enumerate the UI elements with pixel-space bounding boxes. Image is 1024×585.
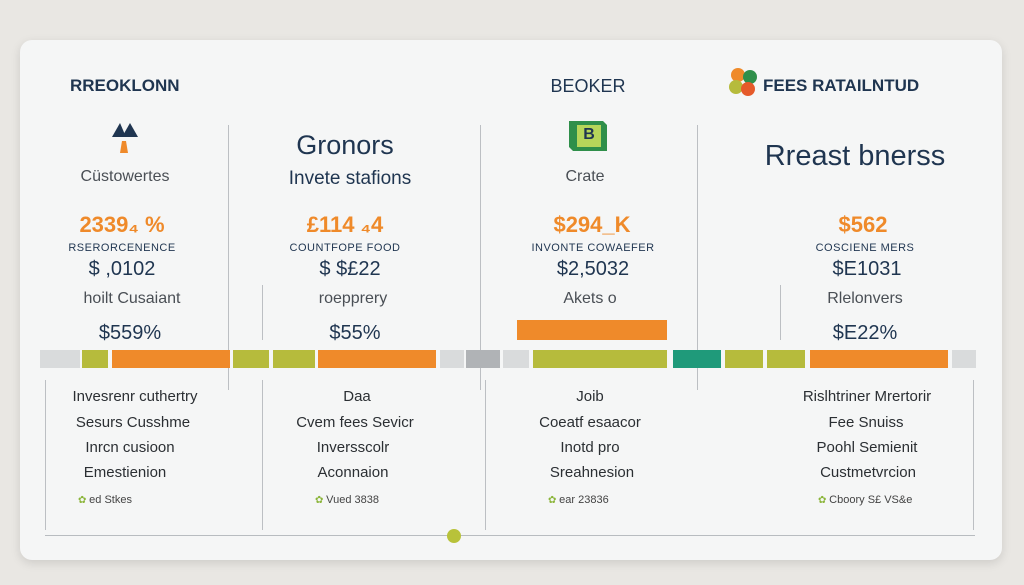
flower-logo-icon: [726, 65, 762, 106]
col1-desc: hoilt Cusaiant: [83, 290, 181, 307]
col4-percent: $E22%: [832, 322, 898, 344]
col3-title: BEOKER: [550, 76, 626, 96]
section-divider: [485, 380, 486, 530]
col4-footer: ✿ Cboory S£ VS&e: [818, 494, 913, 506]
bar-segment: [952, 350, 976, 368]
col4-list-item: Rislhtriner Mrertorir: [802, 388, 932, 405]
col4-subtitle: Rreast bnerss: [764, 140, 946, 172]
col1-subtitle: Cüstowertes: [80, 168, 170, 185]
col1-percent: $559%: [98, 322, 162, 344]
bottom-rule: [45, 535, 975, 536]
col1-label: RSERORCENENCE: [68, 242, 176, 254]
col3-price: $294_K: [553, 212, 631, 237]
col4-list-item: Poohl Semienit: [816, 439, 918, 456]
col4-list-item: Fee Snuiss: [828, 414, 904, 431]
col1-list-item: Inrcn cusioon: [85, 439, 175, 456]
col4-desc: Rlelonvers: [827, 290, 903, 307]
leaf-icon: ✿: [315, 495, 327, 506]
col3-list-item: Joib: [576, 388, 604, 405]
col2-label: COUNTFOPE FOOD: [289, 242, 401, 254]
column-divider: [480, 125, 481, 390]
col1-list-item: Emestienion: [83, 464, 167, 481]
leaf-icon: ✿: [548, 495, 560, 506]
bar-segment: [273, 350, 315, 368]
bar-segment: [810, 350, 948, 368]
col1-price2: $ ,0102: [88, 258, 156, 280]
col4-list-item: Custmetvrcion: [820, 464, 916, 481]
bar-segment: [82, 350, 108, 368]
col3-list-item: Coeatf esaacor: [539, 414, 641, 431]
column-divider: [780, 285, 781, 340]
col2-price: £114 ₄4: [306, 212, 384, 237]
col2-list-item: Cvem fees Sevicr: [296, 414, 414, 431]
col3-subtitle: Crate: [565, 168, 605, 185]
col3-label: INVONTE COWAEFER: [531, 242, 655, 254]
bar-segment: [673, 350, 721, 368]
col4-price: $562: [838, 212, 888, 237]
column-divider: [697, 125, 698, 390]
leaf-icon: ✿: [78, 495, 90, 506]
comparison-card: [20, 40, 1002, 560]
leaf-icon: ✿: [818, 495, 830, 506]
col3-footer: ✿ ear 23836: [548, 494, 609, 506]
col4-price2: $E1031: [832, 258, 902, 280]
mountain-logo-icon: [108, 117, 148, 160]
col2-title: Gronors: [296, 130, 394, 160]
col4-label: COSCIENE MERS: [815, 242, 915, 254]
col3-price2: $2,5032: [556, 258, 630, 280]
col1-list-item: Invesrenr cuthertry: [72, 388, 198, 405]
bar-segment: [318, 350, 436, 368]
column-divider: [262, 285, 263, 340]
col2-footer: ✿ Vued 3838: [315, 494, 379, 506]
bar-segment: [503, 350, 529, 368]
col1-footer: ✿ ed Stkes: [78, 494, 132, 506]
b-cube-logo-icon: B: [565, 115, 611, 155]
col4-title: FEES RATAILNTUD: [763, 76, 920, 95]
col2-desc: roepprery: [318, 290, 388, 307]
bar-segment: [767, 350, 805, 368]
bar-segment: [112, 350, 230, 368]
col2-percent: $55%: [329, 322, 381, 344]
col2-list-item: Aconnaion: [317, 464, 389, 481]
col3-list-item: Sreahnesion: [549, 464, 635, 481]
b-logo-letter: B: [583, 126, 595, 143]
col1-title: RREOKLONN: [70, 76, 180, 95]
col2-list-item: Inversscolr: [316, 439, 390, 456]
col2-list-item: Daa: [343, 388, 371, 405]
section-divider: [973, 380, 974, 530]
bar-segment: [533, 350, 667, 368]
col2-price2: $ $£22: [319, 258, 381, 280]
bar-segment: [440, 350, 464, 368]
col1-list-item: Sesurs Cusshme: [75, 414, 191, 431]
col3-list-item: Inotd pro: [560, 439, 620, 456]
section-divider: [45, 380, 46, 530]
bar-segment: [725, 350, 763, 368]
bar-segment: [466, 350, 500, 368]
bar-segment: [233, 350, 269, 368]
col3-desc: Akets o: [563, 290, 617, 307]
col1-price: 2339₄ %: [79, 212, 165, 237]
col3-highlight-bar: [517, 320, 667, 340]
column-divider: [228, 125, 229, 390]
col2-subtitle: Invete stafions: [288, 168, 412, 189]
bar-segment: [40, 350, 80, 368]
indicator-dot[interactable]: [447, 529, 461, 543]
section-divider: [262, 380, 263, 530]
